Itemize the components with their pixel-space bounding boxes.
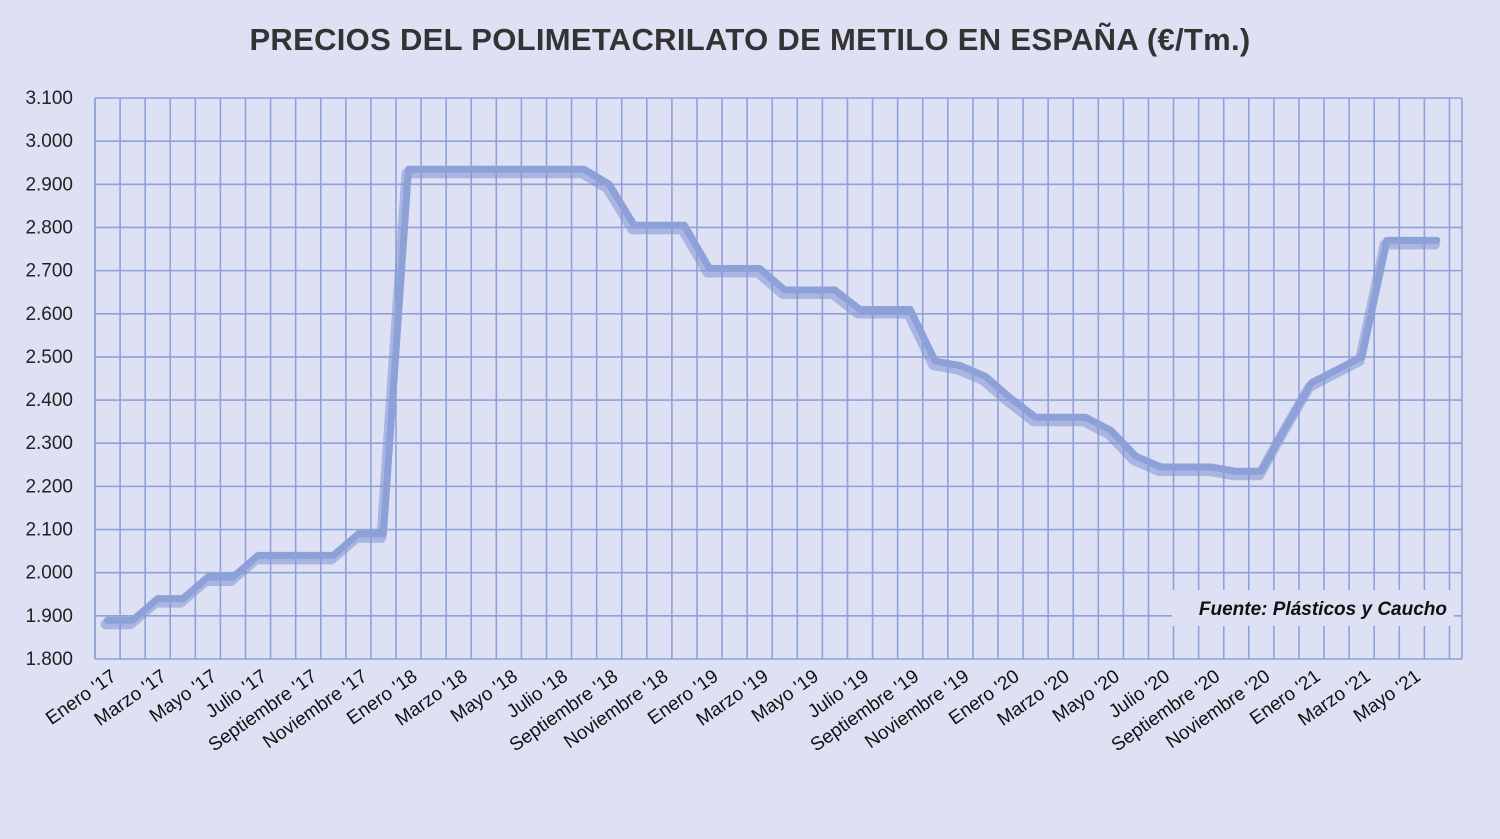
data-point xyxy=(431,166,437,172)
data-point xyxy=(230,574,236,580)
y-tick-label: 2.600 xyxy=(25,304,73,325)
data-point xyxy=(255,552,261,559)
data-point xyxy=(305,552,311,559)
data-point xyxy=(205,574,211,580)
y-tick-label: 2.800 xyxy=(25,217,73,238)
y-tick-label: 2.200 xyxy=(25,476,73,497)
y-axis-tick-labels: 1.800 1.900 2.000 2.100 2.200 2.300 2.400 2.500… xyxy=(25,88,73,670)
data-point xyxy=(481,166,487,172)
data-point xyxy=(380,531,387,537)
data-point xyxy=(405,166,412,172)
data-point xyxy=(1058,414,1064,420)
data-point xyxy=(456,166,462,172)
data-point xyxy=(656,222,662,228)
y-tick-label: 2.300 xyxy=(25,433,73,454)
data-point xyxy=(1007,395,1014,401)
data-point xyxy=(932,358,938,364)
data-point xyxy=(732,265,738,272)
data-point xyxy=(531,166,537,172)
vertical-gridlines xyxy=(94,98,1463,659)
data-point xyxy=(706,265,713,272)
data-point xyxy=(606,181,612,187)
y-tick-label: 2.500 xyxy=(25,347,73,368)
data-point xyxy=(556,166,562,172)
data-point xyxy=(1384,237,1390,244)
data-point xyxy=(882,306,888,313)
data-point xyxy=(1308,380,1315,386)
data-point xyxy=(1333,367,1340,373)
data-point xyxy=(1083,414,1089,420)
y-tick-label: 2.100 xyxy=(25,520,73,541)
y-tick-label: 2.700 xyxy=(25,261,73,282)
data-point xyxy=(1409,237,1415,244)
series-line-shadow xyxy=(100,168,1440,630)
y-tick-label: 2.000 xyxy=(25,563,73,584)
series-group xyxy=(100,165,1441,630)
data-point xyxy=(1183,464,1189,470)
data-point xyxy=(782,287,788,293)
data-point xyxy=(180,595,186,602)
y-tick-label: 2.900 xyxy=(25,174,73,195)
data-point xyxy=(1108,427,1114,433)
data-point xyxy=(1133,453,1139,459)
data-point xyxy=(1359,354,1365,360)
y-tick-label: 3.000 xyxy=(25,131,73,152)
data-point xyxy=(130,617,136,623)
data-point xyxy=(631,222,637,228)
data-point xyxy=(957,362,963,369)
data-point xyxy=(982,373,989,379)
data-point xyxy=(807,287,813,293)
data-point xyxy=(155,595,161,602)
plot-area xyxy=(95,98,1462,659)
data-point xyxy=(330,552,336,559)
data-point xyxy=(581,166,587,172)
data-point xyxy=(757,265,763,272)
data-point xyxy=(857,306,863,313)
data-point xyxy=(355,531,361,537)
plot-background xyxy=(95,98,1462,659)
source-note: Fuente: Plásticos y Caucho xyxy=(1199,599,1447,620)
y-tick-label: 1.900 xyxy=(25,606,73,627)
y-tick-label: 1.800 xyxy=(25,649,73,670)
data-point xyxy=(832,287,838,293)
data-point xyxy=(1258,468,1264,474)
data-point xyxy=(907,306,913,313)
data-point xyxy=(1208,464,1214,470)
data-point xyxy=(681,222,688,228)
source-note-background xyxy=(1172,590,1454,626)
source-note-group: Fuente: Plásticos y Caucho xyxy=(1172,590,1454,626)
data-point xyxy=(506,166,512,172)
y-tick-label: 3.100 xyxy=(25,88,73,109)
series-line xyxy=(104,165,1441,624)
data-point xyxy=(280,552,286,559)
horizontal-gridlines xyxy=(94,97,1462,660)
y-tick-label: 2.400 xyxy=(25,390,73,411)
data-point xyxy=(1158,464,1164,470)
data-point xyxy=(1233,468,1239,474)
data-point xyxy=(1434,237,1440,244)
chart-title: PRECIOS DEL POLIMETACRILATO DE METILO EN… xyxy=(249,22,1251,57)
data-point xyxy=(1283,423,1290,429)
data-point xyxy=(104,617,111,623)
data-point xyxy=(1032,414,1039,420)
